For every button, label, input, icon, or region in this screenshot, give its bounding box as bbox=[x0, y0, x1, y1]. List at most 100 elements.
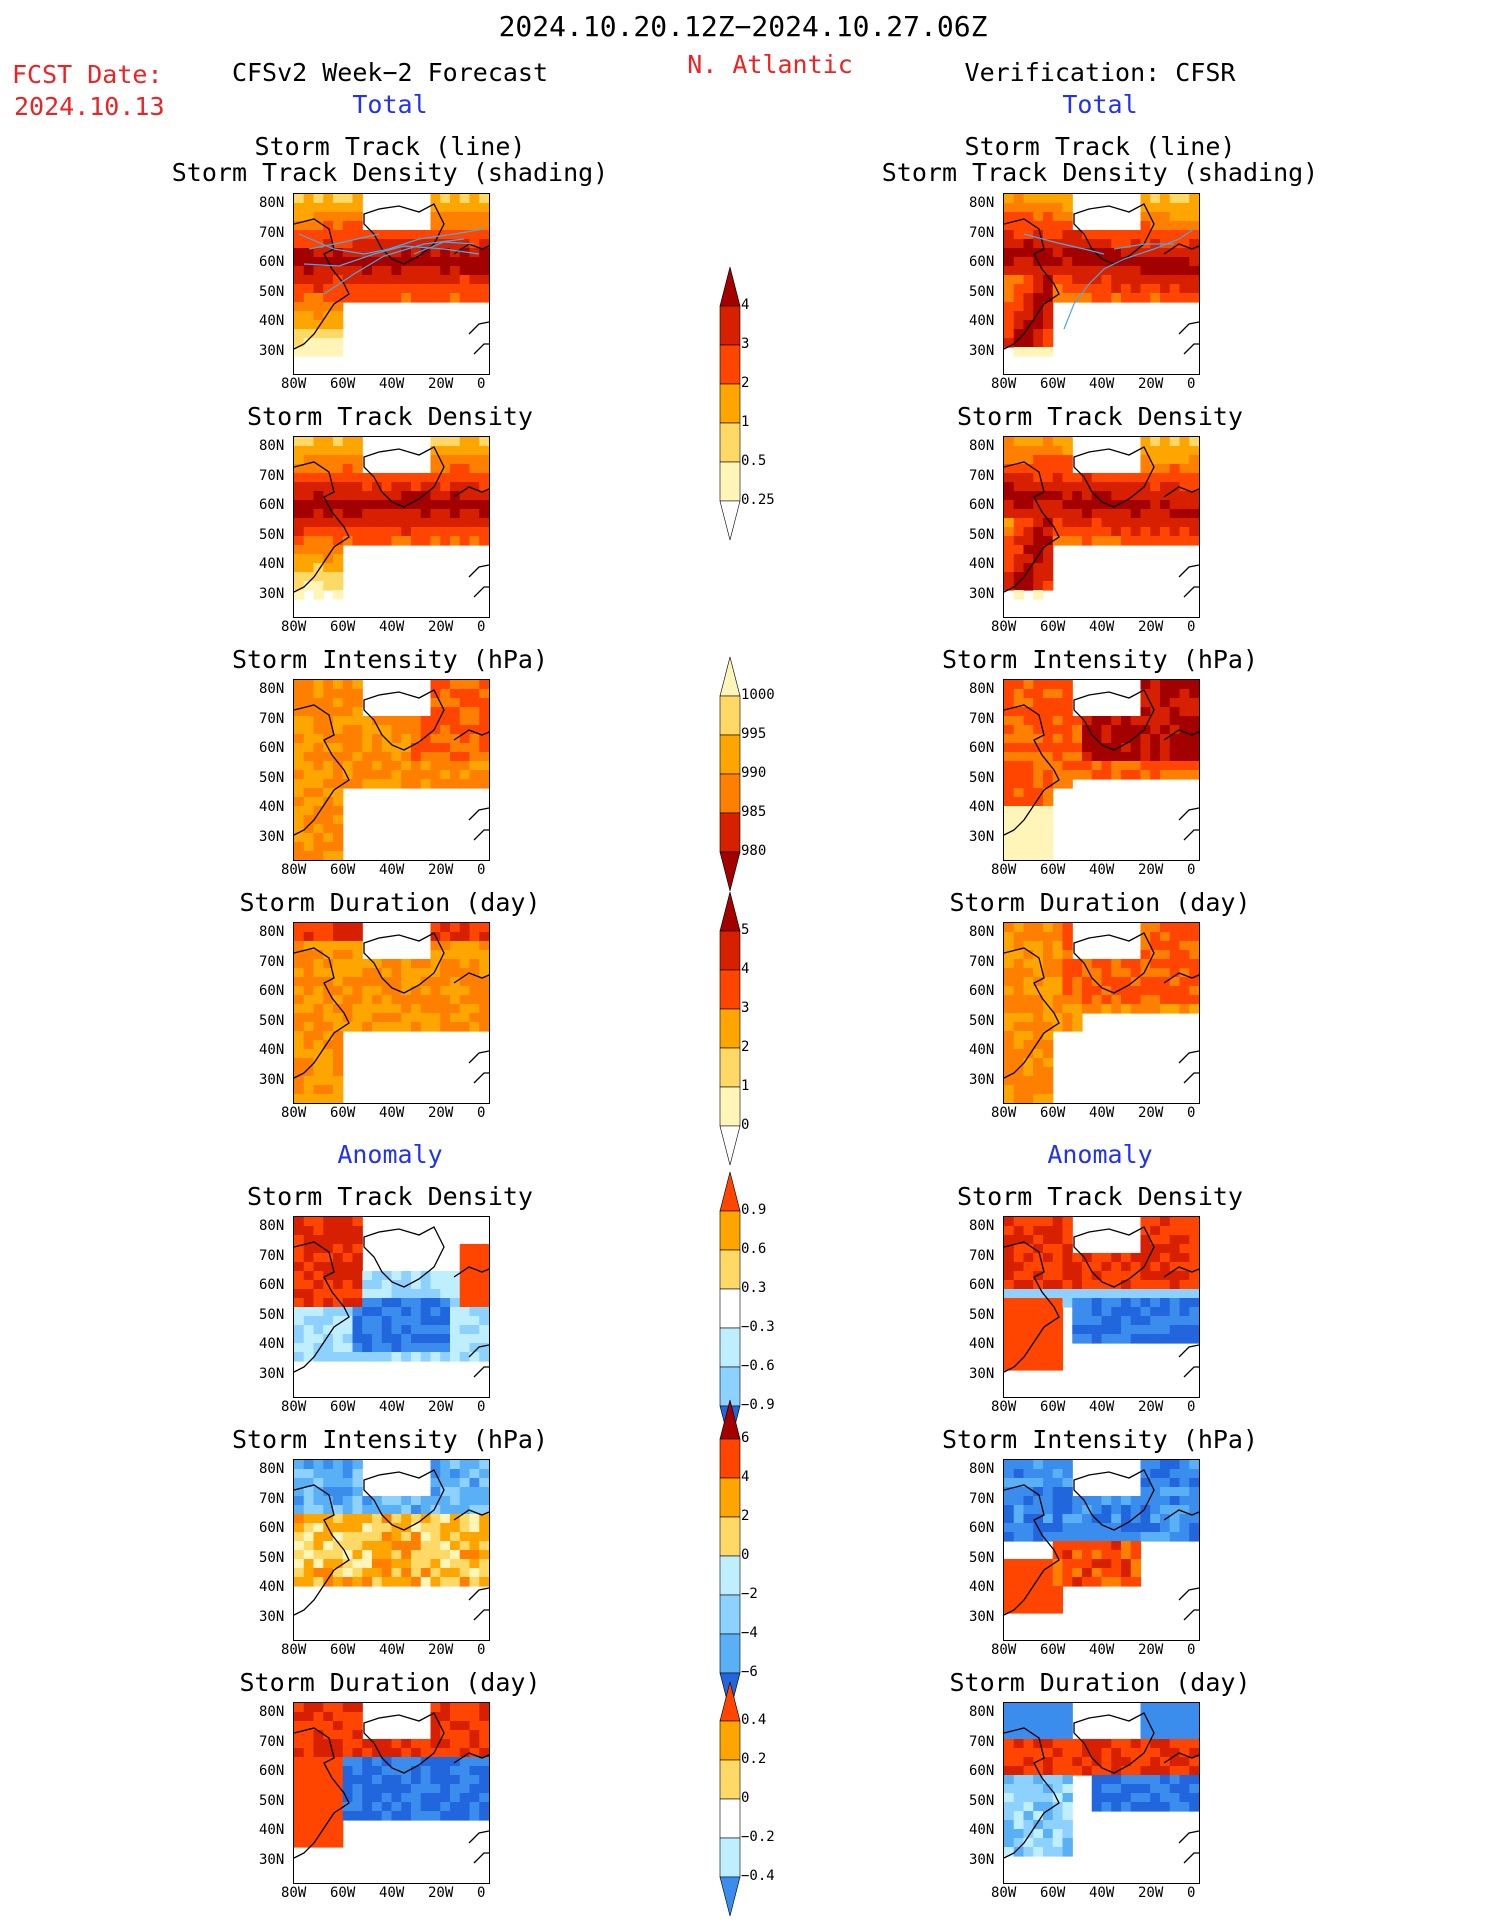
lat-tick-label: 50N bbox=[969, 1012, 995, 1029]
lon-tick-label: 20W bbox=[1138, 619, 1164, 635]
fc-dens_anom-map bbox=[293, 1216, 490, 1398]
lat-tick-label: 40N bbox=[259, 1579, 285, 1595]
colorbar-swatch bbox=[719, 851, 741, 892]
lat-tick-label: 60N bbox=[259, 1763, 285, 1779]
lon-tick-label: 40W bbox=[1089, 1642, 1115, 1658]
colorbar-tick-label: 0.9 bbox=[741, 1202, 767, 1218]
lat-tick-label: 30N bbox=[259, 342, 285, 359]
lon-tick-label: 20W bbox=[428, 1642, 454, 1658]
lon-tick-label: 80W bbox=[991, 1105, 1017, 1121]
lon-tick-label: 40W bbox=[1089, 1399, 1115, 1415]
lat-tick-label: 60N bbox=[969, 1277, 995, 1293]
lon-tick-label: 80W bbox=[281, 1105, 307, 1121]
colorbar-swatch bbox=[719, 1837, 741, 1878]
lat-tick-label: 60N bbox=[969, 983, 995, 999]
lon-tick-label: 40W bbox=[379, 1885, 405, 1901]
lat-tick-label: 50N bbox=[259, 1306, 285, 1323]
colorbar-swatch bbox=[719, 1876, 741, 1917]
lat-tick-label: 30N bbox=[969, 1851, 995, 1868]
lon-tick-label: 20W bbox=[428, 862, 454, 878]
colorbar-swatch bbox=[719, 1288, 741, 1329]
colorbar-tick-label: 5 bbox=[741, 922, 750, 938]
lat-tick-label: 80N bbox=[969, 195, 995, 211]
vf-track-title-2: Storm Track Density (shading) bbox=[881, 158, 1319, 187]
lon-tick-label: 60W bbox=[330, 1105, 356, 1121]
colorbar-tick-label: 2 bbox=[741, 375, 750, 391]
lon-tick-label: 40W bbox=[379, 619, 405, 635]
colorbar-tick-label: 4 bbox=[741, 1469, 750, 1485]
lon-tick-label: 40W bbox=[379, 376, 405, 392]
verification-title: Verification: CFSR bbox=[964, 58, 1236, 87]
lon-tick-label: 20W bbox=[1138, 376, 1164, 392]
forecast-title: CFSv2 Week−2 Forecast bbox=[231, 58, 549, 87]
colorbar-swatch bbox=[719, 1516, 741, 1557]
lat-tick-label: 80N bbox=[259, 1218, 285, 1234]
forecast-anomaly-label: Anomaly bbox=[337, 1140, 443, 1169]
colorbar-swatch bbox=[719, 461, 741, 502]
lat-tick-label: 40N bbox=[259, 313, 285, 329]
colorbar-swatch bbox=[719, 422, 741, 463]
colorbar-tick-label: 1000 bbox=[741, 687, 775, 703]
lon-tick-label: 0 bbox=[1187, 376, 1196, 392]
lat-tick-label: 30N bbox=[969, 585, 995, 602]
lat-tick-label: 30N bbox=[969, 342, 995, 359]
vf-density-map bbox=[1003, 436, 1200, 618]
colorbar-tick-label: 3 bbox=[741, 336, 750, 352]
colorbar-tick-label: 2 bbox=[741, 1508, 750, 1524]
colorbar-swatch bbox=[719, 656, 741, 697]
fc-duration-map bbox=[293, 922, 490, 1104]
lat-tick-label: 80N bbox=[259, 1704, 285, 1720]
lat-tick-label: 80N bbox=[969, 924, 995, 940]
lon-tick-label: 80W bbox=[281, 1642, 307, 1658]
fc-track-map bbox=[293, 193, 490, 375]
verification-anomaly-label: Anomaly bbox=[1047, 1140, 1153, 1169]
colorbar-swatch bbox=[719, 1681, 741, 1722]
lon-tick-label: 60W bbox=[1040, 619, 1066, 635]
lat-tick-label: 40N bbox=[969, 1822, 995, 1838]
lat-tick-label: 70N bbox=[969, 1247, 995, 1264]
colorbar-tick-label: −0.6 bbox=[741, 1358, 775, 1374]
colorbar-tick-label: 0.4 bbox=[741, 1712, 767, 1728]
lon-tick-label: 20W bbox=[428, 619, 454, 635]
fc-density-anom-title: Storm Track Density bbox=[247, 1182, 533, 1211]
vf-intensity-title: Storm Intensity (hPa) bbox=[941, 645, 1259, 674]
lon-tick-label: 20W bbox=[1138, 1642, 1164, 1658]
lat-tick-label: 50N bbox=[969, 1549, 995, 1566]
lon-tick-label: 60W bbox=[330, 619, 356, 635]
lat-tick-label: 80N bbox=[969, 1218, 995, 1234]
fc-intensity-anom-title: Storm Intensity (hPa) bbox=[231, 1425, 549, 1454]
density_anom-colorbar bbox=[719, 1171, 741, 1446]
lat-tick-label: 80N bbox=[259, 195, 285, 211]
duration_total-colorbar bbox=[719, 891, 741, 1166]
colorbar-swatch bbox=[719, 1210, 741, 1251]
colorbar-swatch bbox=[719, 305, 741, 346]
colorbar-swatch bbox=[719, 1477, 741, 1518]
lat-tick-label: 50N bbox=[969, 1792, 995, 1809]
density_total-colorbar bbox=[719, 266, 741, 541]
colorbar-swatch bbox=[719, 344, 741, 385]
lon-tick-label: 80W bbox=[281, 1399, 307, 1415]
lon-tick-label: 0 bbox=[1187, 1105, 1196, 1121]
lat-tick-label: 60N bbox=[259, 983, 285, 999]
colorbar-swatch bbox=[719, 500, 741, 541]
lat-tick-label: 30N bbox=[969, 1365, 995, 1382]
colorbar-tick-label: 1 bbox=[741, 414, 750, 430]
lat-tick-label: 50N bbox=[969, 283, 995, 300]
lat-tick-label: 80N bbox=[259, 438, 285, 454]
fc-int_anom-map bbox=[293, 1459, 490, 1641]
vf-intensity-anom-title: Storm Intensity (hPa) bbox=[941, 1425, 1259, 1454]
lon-tick-label: 0 bbox=[477, 1105, 486, 1121]
lon-tick-label: 0 bbox=[1187, 1885, 1196, 1901]
colorbar-swatch bbox=[719, 1438, 741, 1479]
lon-tick-label: 40W bbox=[1089, 862, 1115, 878]
lon-tick-label: 0 bbox=[1187, 619, 1196, 635]
colorbar-tick-label: 0 bbox=[741, 1790, 750, 1806]
lat-tick-label: 80N bbox=[969, 1461, 995, 1477]
lon-tick-label: 0 bbox=[477, 619, 486, 635]
fc-density-map bbox=[293, 436, 490, 618]
colorbar-tick-label: 990 bbox=[741, 765, 767, 781]
lon-tick-label: 40W bbox=[379, 1105, 405, 1121]
colorbar-tick-label: 980 bbox=[741, 843, 767, 859]
lon-tick-label: 40W bbox=[1089, 1105, 1115, 1121]
lat-tick-label: 40N bbox=[259, 1822, 285, 1838]
